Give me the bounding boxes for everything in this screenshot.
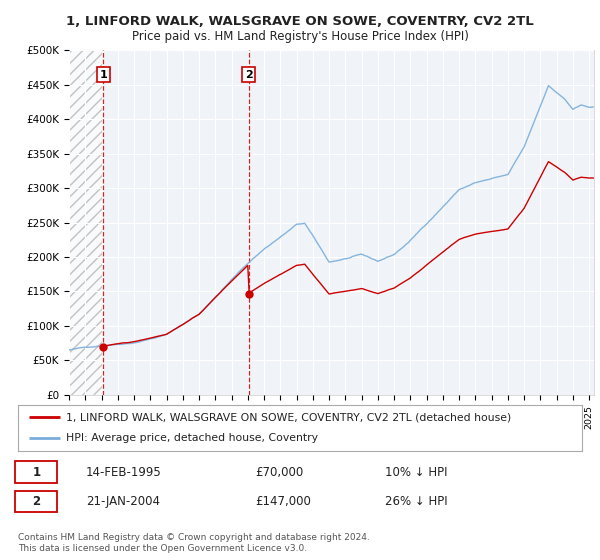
Text: 1, LINFORD WALK, WALSGRAVE ON SOWE, COVENTRY, CV2 2TL: 1, LINFORD WALK, WALSGRAVE ON SOWE, COVE… [66,15,534,27]
Text: 2: 2 [245,69,253,80]
Text: Contains HM Land Registry data © Crown copyright and database right 2024.
This d: Contains HM Land Registry data © Crown c… [18,533,370,553]
FancyBboxPatch shape [15,461,58,483]
Text: 1: 1 [100,69,107,80]
Text: 1, LINFORD WALK, WALSGRAVE ON SOWE, COVENTRY, CV2 2TL (detached house): 1, LINFORD WALK, WALSGRAVE ON SOWE, COVE… [66,412,511,422]
Bar [69,50,103,395]
Text: 26% ↓ HPI: 26% ↓ HPI [385,495,447,508]
Text: 21-JAN-2004: 21-JAN-2004 [86,495,160,508]
Text: 1: 1 [32,466,41,479]
Text: HPI: Average price, detached house, Coventry: HPI: Average price, detached house, Cove… [66,433,318,444]
Text: Price paid vs. HM Land Registry's House Price Index (HPI): Price paid vs. HM Land Registry's House … [131,30,469,43]
FancyBboxPatch shape [15,491,58,512]
Bar [69,50,103,395]
Text: 10% ↓ HPI: 10% ↓ HPI [385,466,447,479]
Text: 14-FEB-1995: 14-FEB-1995 [86,466,161,479]
Text: £147,000: £147,000 [255,495,311,508]
Text: 2: 2 [32,495,41,508]
Text: £70,000: £70,000 [255,466,303,479]
